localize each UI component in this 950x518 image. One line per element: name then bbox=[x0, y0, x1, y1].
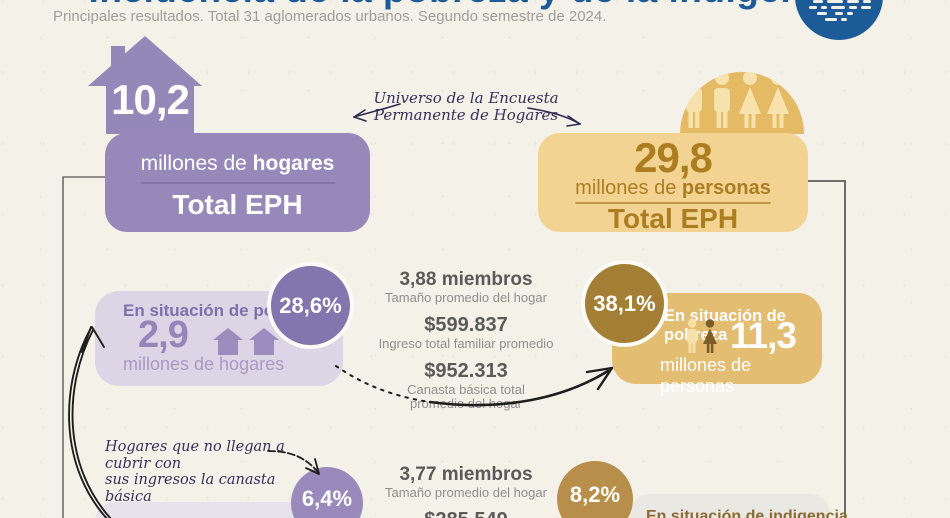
avg-members-label-indigence: Tamaño promedio del hogar bbox=[385, 485, 547, 500]
persons-indigence-rate-badge: 8,2% bbox=[557, 461, 633, 518]
persons-indigence-box: En situación de indigencia bbox=[630, 494, 848, 518]
people-group-icon bbox=[680, 72, 804, 134]
avg-members-value: 3,88 miembros bbox=[399, 269, 533, 290]
page-title: Incidencia de la pobreza y de la indigen… bbox=[50, 0, 895, 11]
households-poverty-rate-badge: 28,6% bbox=[267, 262, 354, 349]
divider bbox=[140, 182, 335, 184]
households-total-box: millones de hogares Total EPH bbox=[105, 133, 370, 232]
persons-total-value: 29,8 bbox=[634, 134, 713, 181]
house-icon: 10,2 bbox=[88, 36, 202, 134]
persons-poverty-value: 11,3 bbox=[730, 315, 797, 356]
persons-unit: millones de personas bbox=[575, 177, 771, 199]
basket-label-line1: Canasta básica total bbox=[407, 382, 525, 397]
man-woman-icon bbox=[684, 319, 724, 364]
persons-total-eph-label: Total EPH bbox=[607, 203, 739, 234]
page-subtitle: Principales resultados. Total 31 aglomer… bbox=[53, 8, 607, 25]
persons-total-box: 29,8 millones de personas Total EPH bbox=[538, 133, 808, 234]
households-poverty-unit: millones de hogares bbox=[123, 354, 285, 374]
avg-income-value: $599.837 bbox=[424, 314, 508, 336]
avg-members-value-indigence: 3,77 miembros bbox=[399, 464, 533, 485]
persons-poverty-unit: millones de personas bbox=[660, 355, 752, 396]
universe-note: Universo de la Encuesta Permanente de Ho… bbox=[373, 89, 559, 124]
households-poverty-value: 2,9 bbox=[138, 314, 189, 356]
indigence-average-stats: 3,77 miembros Tamaño promedio del hogar … bbox=[366, 464, 566, 518]
households-unit: millones de hogares bbox=[140, 152, 335, 175]
households-total-value: 10,2 bbox=[111, 76, 190, 123]
divider bbox=[575, 202, 771, 204]
house-body bbox=[106, 80, 194, 134]
households-indigence-rate-badge: 6,4% bbox=[291, 467, 363, 518]
indec-logo-icon bbox=[795, 0, 883, 40]
avg-members-label: Tamaño promedio del hogar bbox=[385, 290, 547, 305]
persons-poverty-rate-badge: 38,1% bbox=[581, 260, 668, 347]
mini-houses-icon bbox=[213, 328, 279, 361]
avg-income-label: Ingreso total familiar promedio bbox=[378, 336, 554, 351]
basket-label-line2: promedio del hogar bbox=[409, 396, 523, 411]
house-roof bbox=[88, 36, 202, 86]
persons-indigence-label: En situación de indigencia bbox=[646, 508, 848, 518]
basket-value: $952.313 bbox=[424, 360, 508, 382]
avg-income-value-indigence: $285.549 bbox=[366, 509, 566, 518]
households-total-eph-label: Total EPH bbox=[172, 189, 303, 220]
poverty-average-stats: 3,88 miembros Tamaño promedio del hogar … bbox=[366, 269, 566, 411]
